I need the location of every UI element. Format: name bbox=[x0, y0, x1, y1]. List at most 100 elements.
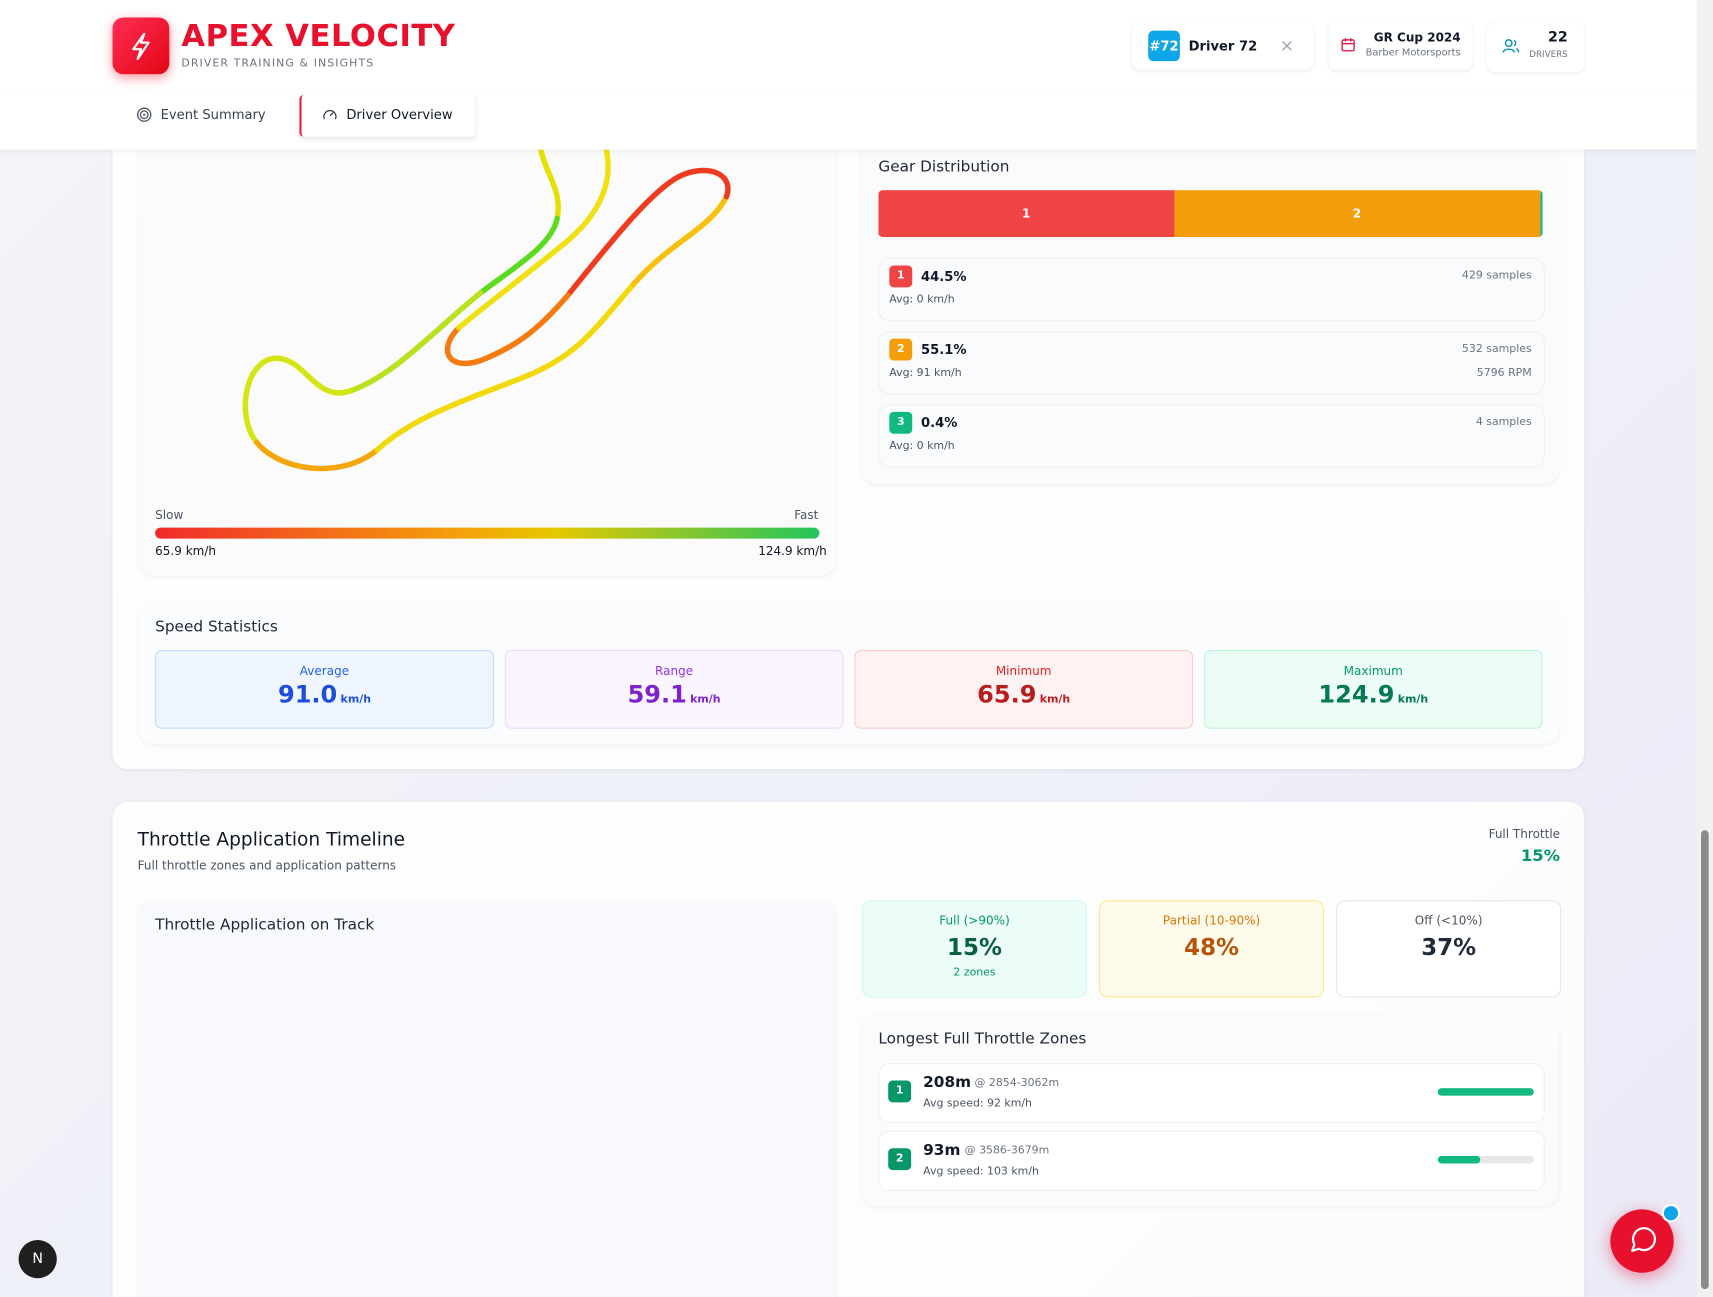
gear-samples: 4 samples bbox=[1475, 416, 1532, 429]
tab[interactable]: Event Summary bbox=[160, 107, 266, 123]
stat-number: 59.1 bbox=[627, 681, 687, 710]
stat-number: 91.0 bbox=[277, 681, 338, 710]
stat-label: Range bbox=[655, 664, 694, 679]
logo[interactable] bbox=[112, 17, 170, 75]
scrollbar bbox=[1696, 0, 1713, 1297]
zone-row bbox=[878, 1130, 1545, 1191]
fast-label: Fast bbox=[794, 508, 819, 523]
venue: Barber Motorsports bbox=[1365, 48, 1461, 59]
gear-title: Gear Distribution bbox=[878, 158, 1010, 176]
tab[interactable]: Driver Overview bbox=[346, 107, 453, 123]
throttle-card-note: 2 zones bbox=[953, 966, 996, 979]
calendar-icon bbox=[1341, 38, 1355, 52]
stat-card: Maximum 124.9 km/h bbox=[1203, 650, 1543, 729]
stat-label: Minimum bbox=[995, 664, 1052, 679]
zone-bar-track bbox=[1437, 1088, 1534, 1096]
logo-icon bbox=[132, 32, 150, 61]
throttle-card-value: 48% bbox=[1184, 934, 1240, 961]
gear-row bbox=[878, 331, 1545, 395]
stat-value: 59.1 km/h bbox=[506, 682, 842, 709]
track-base bbox=[245, 1000, 728, 1297]
throttle-off bbox=[457, 1156, 486, 1184]
track-segment bbox=[346, 290, 484, 394]
min-speed-label: 65.9 km/h bbox=[155, 544, 217, 559]
active-tab[interactable] bbox=[299, 95, 476, 137]
target-icon bbox=[136, 107, 152, 122]
zone-rank: 2 bbox=[888, 1148, 912, 1171]
chat-icon bbox=[1631, 1227, 1656, 1253]
gear-share: 44.5% bbox=[920, 268, 967, 285]
throttle-card: Partial (10-90%) 48% bbox=[1099, 900, 1325, 998]
stat-label: Maximum bbox=[1343, 664, 1403, 679]
full-throttle-value: 15% bbox=[1520, 845, 1561, 866]
track-segment bbox=[444, 292, 571, 367]
gear-share: 55.1% bbox=[920, 341, 967, 358]
slow-label: Slow bbox=[155, 508, 184, 523]
track-segment bbox=[630, 193, 730, 287]
stat-number: 124.9 bbox=[1318, 681, 1395, 710]
dev-badge[interactable]: N bbox=[18, 1239, 57, 1279]
zone-range: @ 2854-3062m bbox=[974, 1077, 1060, 1090]
track-segment bbox=[254, 439, 380, 472]
event-name: GR Cup 2024 bbox=[1373, 30, 1461, 45]
throttle-full bbox=[481, 1107, 525, 1143]
gear-badge: 3 bbox=[889, 411, 913, 434]
gear-avg: Avg: 91 km/h bbox=[889, 367, 962, 380]
stat-label: Average bbox=[299, 664, 350, 679]
throttle-map-title: Throttle Application on Track bbox=[155, 916, 375, 935]
clear-driver[interactable] bbox=[1280, 39, 1293, 52]
speed-track bbox=[242, 146, 731, 472]
max-speed-label: 124.9 km/h bbox=[758, 544, 827, 559]
chat-indicator bbox=[1661, 1203, 1681, 1223]
track-segment bbox=[477, 215, 560, 296]
chat-button[interactable] bbox=[1610, 1209, 1674, 1273]
throttle-card-label: Full (>90%) bbox=[939, 913, 1010, 928]
throttle-card-value: 15% bbox=[947, 934, 1002, 961]
throttle-full bbox=[530, 1000, 608, 1123]
stat-unit: km/h bbox=[1397, 693, 1429, 706]
throttle-track bbox=[245, 972, 728, 1296]
stat-unit: km/h bbox=[690, 693, 721, 706]
stat-value: 91.0 km/h bbox=[156, 682, 492, 709]
gear-segment bbox=[1539, 190, 1543, 238]
stat-unit: km/h bbox=[1039, 693, 1071, 706]
stat-card: Range 59.1 km/h bbox=[504, 650, 844, 729]
track-segment bbox=[242, 355, 353, 446]
zone-bar bbox=[1437, 1088, 1534, 1096]
gear-badge: 2 bbox=[889, 338, 913, 361]
zone-avg: Avg speed: 92 km/h bbox=[923, 1097, 1032, 1110]
gear-segment: 2 bbox=[1173, 190, 1540, 238]
gear-share: 0.4% bbox=[920, 415, 958, 431]
driver-badge: #72 bbox=[1148, 30, 1180, 62]
throttle-card: Full (>90%) 15% 2 zones bbox=[861, 900, 1088, 998]
throttle-map-card bbox=[138, 900, 836, 1297]
event-selector[interactable] bbox=[1328, 21, 1473, 70]
gear-segment-label: 1 bbox=[1021, 206, 1031, 221]
driver-count: 22 bbox=[1547, 29, 1568, 46]
gear-avg: Avg: 0 km/h bbox=[889, 440, 955, 453]
gear-badge: 1 bbox=[889, 265, 913, 288]
speed-stats-title: Speed Statistics bbox=[155, 618, 278, 636]
brand: APEX VELOCITY bbox=[181, 17, 456, 54]
zone-bar bbox=[1437, 1155, 1481, 1164]
stat-value: 124.9 km/h bbox=[1205, 682, 1541, 709]
stat-value: 65.9 km/h bbox=[855, 682, 1191, 709]
gear-avg: Avg: 0 km/h bbox=[889, 293, 955, 306]
zone-bar-track bbox=[1437, 1155, 1534, 1164]
zones-title: Longest Full Throttle Zones bbox=[878, 1030, 1087, 1048]
gear-row bbox=[878, 404, 1545, 468]
driver-name[interactable]: Driver 72 bbox=[1188, 38, 1258, 54]
throttle-card: Off (<10%) 37% bbox=[1336, 900, 1562, 998]
speed-map-card bbox=[138, 109, 836, 576]
gear-samples: 532 samples bbox=[1461, 343, 1532, 356]
full-throttle-label: Full Throttle bbox=[1488, 827, 1561, 842]
gear-rpm: 5796 RPM bbox=[1476, 367, 1532, 380]
track-segment bbox=[456, 146, 611, 331]
track-segment bbox=[565, 167, 731, 298]
speed-gradient-bar bbox=[155, 527, 820, 539]
gear-segment-label: 2 bbox=[1352, 206, 1362, 221]
stat-card: Average 91.0 km/h bbox=[155, 650, 494, 729]
